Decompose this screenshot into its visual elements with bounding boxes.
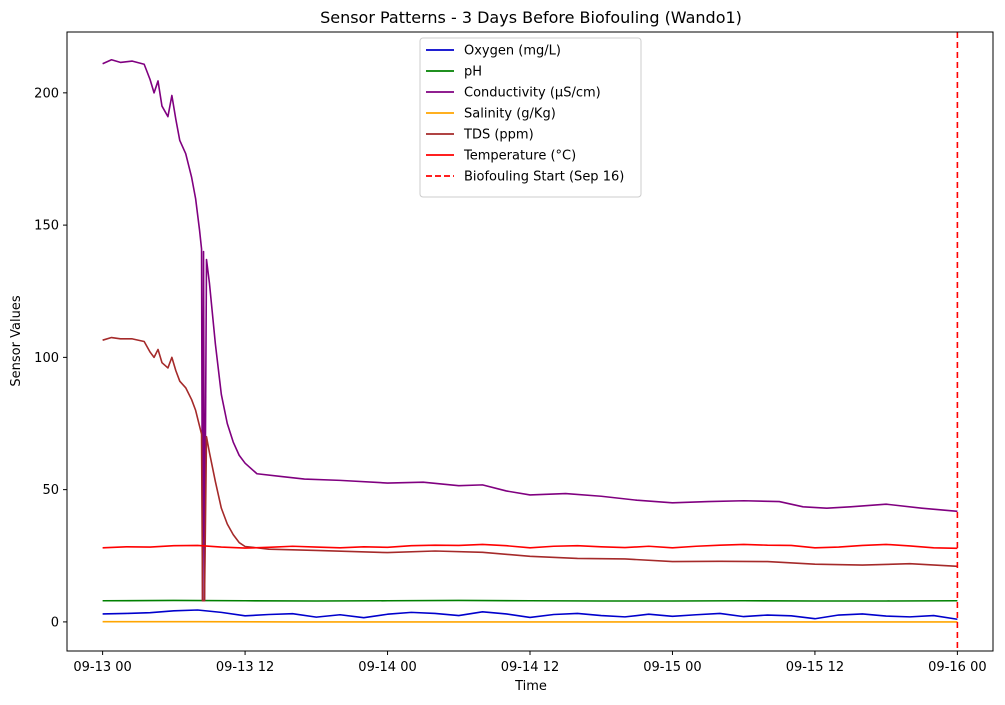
legend: Oxygen (mg/L) pH Conductivity (µS/cm) Salin…: [420, 38, 641, 197]
y-tick-label: 50: [42, 483, 59, 498]
legend-label-conductivity-s-cm: Conductivity (µS/cm): [464, 86, 601, 101]
x-tick-label: 09-13 00: [73, 660, 131, 675]
chart-title: Sensor Patterns - 3 Days Before Biofouli…: [320, 8, 742, 27]
legend-label-ph: pH: [464, 65, 482, 80]
y-tick-label: 0: [51, 615, 59, 630]
y-tick-label: 100: [34, 351, 59, 366]
legend-label-biofouling-start-sep-16: Biofouling Start (Sep 16): [464, 170, 624, 185]
x-tick-label: 09-16 00: [928, 660, 986, 675]
y-tick-label: 200: [34, 86, 59, 101]
legend-label-salinity-g-kg: Salinity (g/Kg): [464, 107, 556, 122]
series-line-ph: [103, 600, 958, 601]
x-tick-label: 09-13 12: [216, 660, 274, 675]
y-tick-label: 150: [34, 219, 59, 234]
x-tick-label: 09-14 00: [358, 660, 416, 675]
legend-label-oxygen-mg-l: Oxygen (mg/L): [464, 44, 561, 59]
x-tick-label: 09-15 00: [643, 660, 701, 675]
y-axis-label: Sensor Values: [9, 295, 24, 386]
x-tick-label: 09-15 12: [786, 660, 844, 675]
x-axis-label: Time: [514, 679, 547, 694]
legend-label-tds-ppm: TDS (ppm): [463, 128, 534, 143]
legend-label-temperature-c: Temperature (°C): [463, 149, 576, 164]
x-tick-label: 09-14 12: [501, 660, 559, 675]
